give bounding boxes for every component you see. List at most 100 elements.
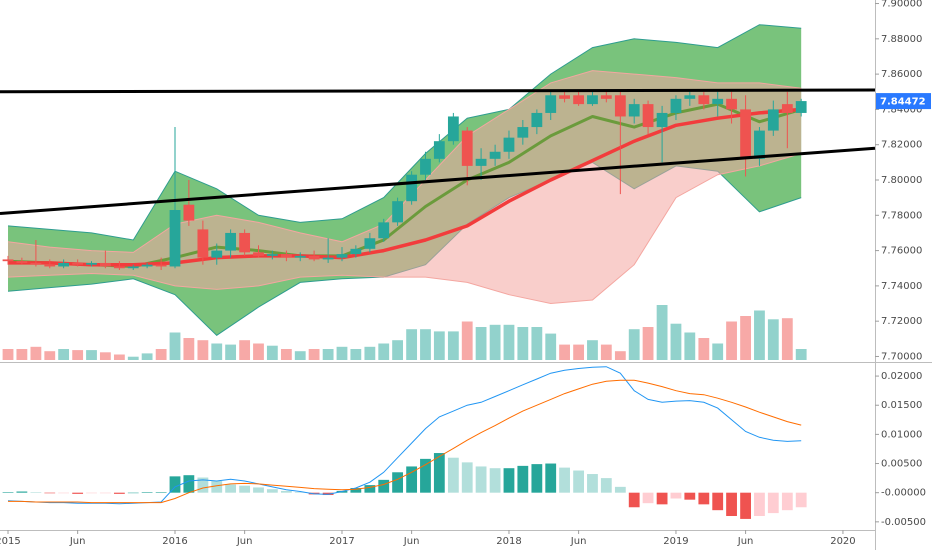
macd-histogram-bar — [141, 492, 153, 493]
macd-histogram-bar — [225, 484, 237, 493]
macd-histogram-bar — [531, 464, 543, 493]
candle-body — [197, 229, 209, 258]
candle-body — [72, 262, 84, 265]
candle-body — [308, 255, 320, 260]
macd-histogram-bar — [72, 492, 84, 494]
macd-histogram-bar — [239, 485, 251, 493]
y-tick-label: 7.86000 — [881, 69, 922, 80]
candle-body — [16, 261, 28, 263]
volume-bar — [517, 327, 529, 360]
volume-bar — [545, 333, 557, 360]
volume-bar — [670, 323, 682, 360]
macd-histogram-bar — [294, 492, 306, 493]
macd-histogram-bar — [266, 489, 278, 493]
macd-histogram-bar — [503, 468, 515, 493]
candle-body — [253, 252, 264, 256]
x-tick-label: 2020 — [830, 536, 855, 547]
last-price-label: 7.84472 — [880, 97, 926, 108]
candle-body — [642, 104, 654, 128]
moving-average — [8, 107, 802, 267]
volume-bar — [795, 349, 807, 360]
x-tick-label: Jun — [69, 536, 86, 547]
candle-body — [600, 95, 612, 99]
candle-body — [754, 130, 765, 159]
y-tick-label: 7.82000 — [881, 140, 922, 151]
volume-bar — [253, 343, 264, 360]
macd-histogram-bar — [127, 492, 139, 494]
volume-bar — [58, 349, 70, 360]
macd-histogram-bar — [475, 466, 487, 493]
candle-body — [614, 95, 626, 117]
y-tick-label: 0.00500 — [881, 459, 922, 470]
candle-body — [531, 112, 543, 128]
macd-histogram-bar — [280, 490, 292, 493]
macd-histogram-bar — [656, 492, 668, 505]
volume-bar — [559, 344, 570, 360]
volume-bar — [127, 356, 139, 360]
volume-bar — [712, 343, 724, 360]
volume-bar — [726, 321, 737, 360]
macd-histogram-bar — [86, 492, 97, 494]
macd-histogram-bar — [253, 487, 264, 493]
macd-histogram-bar — [587, 474, 598, 493]
macd-histogram-bar — [684, 492, 696, 500]
volume-bar — [30, 346, 42, 360]
candle-body — [350, 248, 362, 255]
volume-bar — [322, 349, 334, 360]
candle-body — [225, 232, 237, 251]
macd-histogram-bar — [433, 453, 445, 493]
y-tick-label: 7.72000 — [881, 316, 922, 327]
candle-body — [781, 104, 793, 113]
trendline — [0, 146, 876, 215]
candle-body — [712, 98, 724, 105]
candle-body — [266, 254, 278, 256]
macd-histogram-bar — [350, 488, 362, 493]
macd-histogram-bar — [517, 465, 529, 493]
volume-bar — [350, 349, 362, 360]
y-tick-label: 7.70000 — [881, 351, 922, 362]
volume-bar — [99, 352, 111, 360]
macd-histogram-bar — [795, 492, 807, 508]
x-tick-label: 2016 — [162, 536, 187, 547]
volume-bar — [197, 340, 209, 360]
macd-histogram-bar — [183, 475, 195, 493]
y-tick-label: 7.76000 — [881, 246, 922, 257]
volume-bar — [308, 349, 320, 360]
candle-body — [517, 127, 529, 138]
macd-histogram-bar — [489, 468, 501, 493]
volume-bar — [433, 331, 445, 360]
candle-body — [30, 262, 42, 265]
volume-bar — [781, 318, 793, 360]
candle-body — [322, 257, 334, 260]
macd-histogram-bar — [767, 492, 779, 514]
x-tick-label: 2017 — [329, 536, 354, 547]
macd-histogram-bar — [740, 492, 751, 519]
macd-histogram-bar — [16, 491, 28, 493]
candle-body — [587, 95, 598, 105]
macd-histogram-bar — [211, 481, 223, 493]
macd-histogram-bar — [30, 492, 42, 493]
candle-body — [670, 98, 682, 113]
candle-body — [406, 174, 418, 202]
volume-bar — [280, 349, 292, 360]
macd-histogram-bar — [628, 492, 640, 508]
volume-bar — [684, 332, 696, 360]
candle-body — [2, 259, 14, 262]
volume-bar — [614, 351, 626, 360]
x-tick-label: 2018 — [496, 536, 521, 547]
volume-bar — [698, 338, 710, 360]
macd-histogram-bar — [614, 486, 626, 493]
candle-body — [44, 264, 56, 267]
macd-histogram-bar — [781, 492, 793, 511]
candle-body — [364, 238, 376, 249]
band-upper — [7, 24, 802, 241]
candle-body — [628, 104, 640, 117]
candle-body — [684, 95, 696, 99]
macd-histogram-bar — [99, 492, 111, 494]
candle-body — [155, 264, 167, 267]
candle-body — [545, 95, 557, 113]
volume-bar — [225, 344, 237, 360]
candle-body — [740, 109, 751, 159]
volume-bar — [141, 353, 153, 360]
